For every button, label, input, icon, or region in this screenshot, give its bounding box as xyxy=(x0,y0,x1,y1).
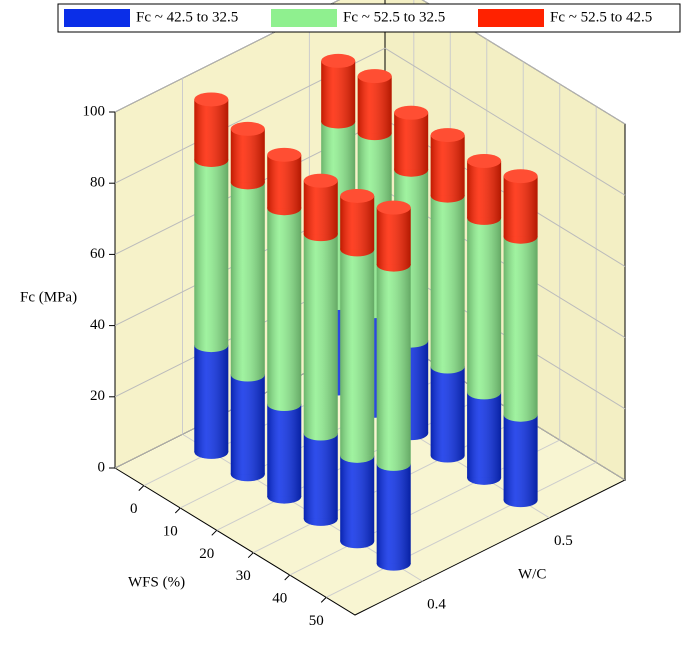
legend-swatch xyxy=(64,9,130,27)
z-axis-title: Fc (MPa) xyxy=(20,289,77,305)
top-cap-light xyxy=(321,53,356,68)
bar-shade xyxy=(230,182,265,375)
x-tick xyxy=(138,485,145,491)
z-tick-label: 60 xyxy=(90,246,105,262)
top-cap xyxy=(230,121,265,136)
top-cap-light xyxy=(467,153,502,168)
x-tick xyxy=(174,507,181,514)
bar-shade xyxy=(230,374,265,475)
grid-line xyxy=(421,0,626,125)
legend-swatch xyxy=(271,9,337,27)
top-cap-light xyxy=(394,105,429,120)
top-cap xyxy=(376,200,411,215)
bar-shade xyxy=(321,60,356,122)
bar-shade xyxy=(340,249,375,456)
bar-shade xyxy=(376,463,411,564)
x-tick xyxy=(284,574,291,581)
top-cap xyxy=(340,188,375,203)
bar-shade xyxy=(376,207,411,265)
x-tick-label: 20 xyxy=(199,546,214,562)
top-cap xyxy=(503,169,538,184)
bar-shade xyxy=(267,154,302,209)
bar-shade xyxy=(430,195,465,367)
x-tick-label: 10 xyxy=(163,523,178,539)
grid-line xyxy=(114,0,341,113)
top-cap xyxy=(267,147,302,162)
x-tick-label: 30 xyxy=(236,568,251,584)
z-tick-label: 100 xyxy=(83,103,106,119)
bar-shade xyxy=(376,264,411,464)
legend: Fc ~ 42.5 to 32.5 Fc ~ 52.5 to 32.5 Fc ~ 5… xyxy=(57,3,681,33)
x-tick-label: 50 xyxy=(309,613,324,629)
top-cap xyxy=(394,105,429,120)
top-cap-light xyxy=(503,169,538,184)
z-tick-label: 20 xyxy=(90,388,105,404)
top-cap-light xyxy=(357,69,392,84)
top-cap-light xyxy=(267,147,302,162)
bar-shade xyxy=(194,99,229,160)
top-cap-light xyxy=(194,92,229,107)
legend-label: Fc ~ 52.5 to 42.5 xyxy=(550,9,652,25)
x-tick xyxy=(320,597,327,603)
bar-shade xyxy=(467,217,502,393)
bar-shade xyxy=(467,160,502,218)
x-tick xyxy=(211,529,218,536)
x-axis-title: WFS (%) xyxy=(128,574,185,590)
bar-shade xyxy=(394,112,429,170)
y-tick-label: 0.5 xyxy=(554,533,573,549)
bar-shade xyxy=(430,366,465,456)
bar-shade xyxy=(303,234,338,434)
bar-shade xyxy=(503,236,538,415)
top-cap-light xyxy=(376,200,411,215)
bar-shade xyxy=(357,76,392,134)
bar-shade xyxy=(503,176,538,237)
bar-shade xyxy=(267,208,302,405)
bar-shade xyxy=(194,345,229,452)
grid-line xyxy=(384,47,626,196)
bar-shade xyxy=(430,135,465,196)
legend-label: Fc ~ 42.5 to 32.5 xyxy=(136,9,238,25)
top-cap xyxy=(194,92,229,107)
bar-shade xyxy=(340,195,375,250)
y-axis-title: W/C xyxy=(518,566,546,582)
z-tick-label: 80 xyxy=(90,175,105,191)
x-tick xyxy=(247,552,254,559)
bar-shade xyxy=(194,159,229,346)
bar-shade xyxy=(303,180,338,235)
y-tick-label: 0.4 xyxy=(427,597,446,613)
bar-shade xyxy=(467,392,502,478)
z-tick-label: 40 xyxy=(90,317,105,333)
legend-swatch xyxy=(478,9,544,27)
bar-shade xyxy=(340,455,375,542)
top-cap-light xyxy=(430,128,465,143)
legend-box xyxy=(57,3,681,33)
top-cap xyxy=(467,153,502,168)
top-cap-light xyxy=(230,121,265,136)
z-tick-label: 0 xyxy=(98,459,106,475)
top-cap xyxy=(357,69,392,84)
top-cap-light xyxy=(340,188,375,203)
cylinders xyxy=(194,53,538,571)
top-cap xyxy=(303,173,338,188)
x-tick-label: 40 xyxy=(272,590,287,606)
top-cap xyxy=(321,53,356,68)
bar-shade xyxy=(230,128,265,183)
legend-label: Fc ~ 52.5 to 32.5 xyxy=(343,9,445,25)
bar-shade xyxy=(303,433,338,519)
x-tick-label: 0 xyxy=(130,501,138,517)
grid-line xyxy=(325,461,597,598)
bar-shade xyxy=(503,414,538,501)
top-cap xyxy=(430,128,465,143)
top-cap-light xyxy=(303,173,338,188)
bar-shade xyxy=(267,404,302,497)
